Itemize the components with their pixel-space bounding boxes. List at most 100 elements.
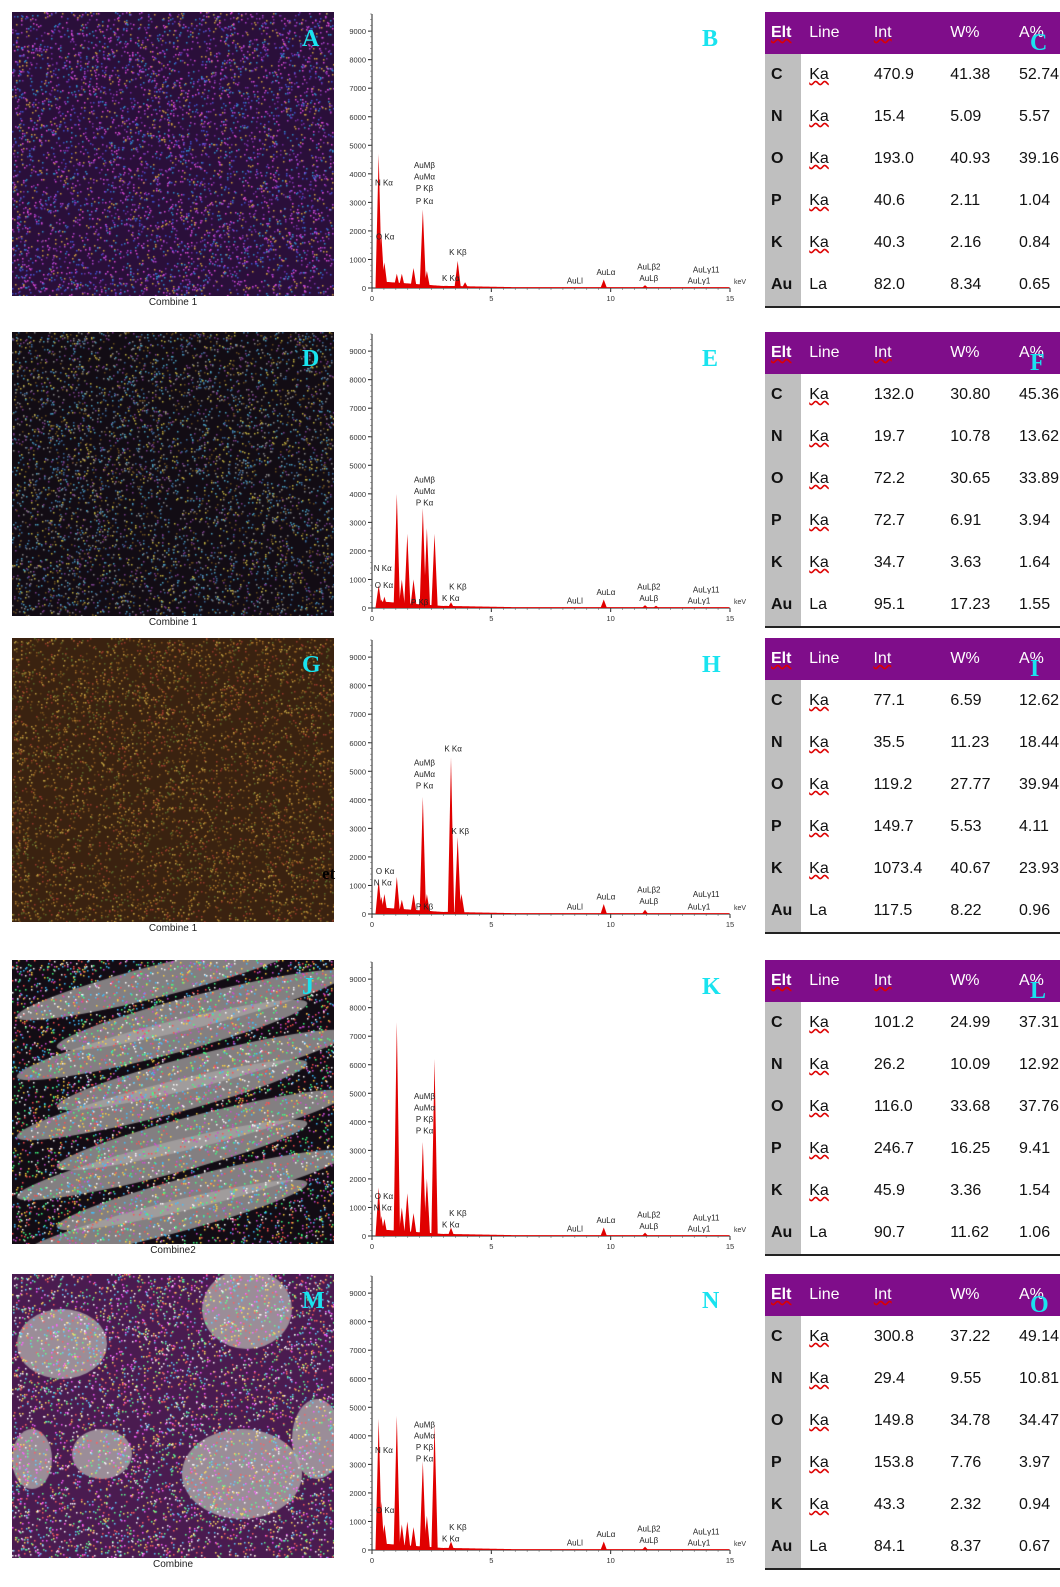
column-header: Line: [801, 12, 866, 54]
cell-text: 300.8: [873, 1328, 914, 1345]
column-header-text: Elt: [771, 344, 792, 361]
table-cell: 246.7: [866, 1128, 942, 1170]
table-cell: 49.14: [1015, 1316, 1060, 1358]
peak-label: AuMα: [414, 487, 435, 496]
table-cell: 132.0: [866, 374, 942, 416]
table-row: Au La 117.5 8.22 0.96: [765, 890, 1060, 934]
table-cell: P: [765, 180, 802, 222]
x-tick-label: 5: [489, 614, 493, 623]
y-tick-label: 9000: [349, 1289, 366, 1298]
cell-text: 6.59: [950, 692, 982, 709]
cell-text: Ka: [809, 66, 829, 83]
table-cell: 19.7: [866, 416, 942, 458]
peak-label: AuLα: [596, 1530, 615, 1539]
peak-label: AuMβ: [414, 759, 435, 768]
cell-text: 72.2: [873, 470, 905, 487]
table-cell: K: [765, 1170, 802, 1212]
spectrum-continuum: [372, 1229, 730, 1236]
table-cell: 90.7: [865, 1212, 943, 1256]
spectrum-peak: [381, 596, 388, 608]
cell-text: 27.77: [950, 776, 991, 793]
peak-label: AuLγ11: [693, 265, 720, 274]
y-tick-label: 1000: [349, 255, 366, 264]
cell-text: Ka: [809, 470, 829, 487]
column-header-text: A%: [1018, 344, 1044, 361]
quant-table: Elt Line Int W% A% C Ka 300.8 37.22 49.14 N Ka 29.4 9…: [765, 1274, 1060, 1570]
y-tick-label: 7000: [349, 84, 366, 93]
table-cell: 34.78: [942, 1400, 1015, 1442]
spectrum-continuum: [372, 601, 730, 608]
spectrum-peak: [431, 1059, 438, 1236]
cell-text: 39.94: [1018, 776, 1059, 793]
cell-text: 18.44: [1018, 734, 1059, 751]
y-tick-label: 8000: [349, 1004, 366, 1013]
table-row: C Ka 300.8 37.22 49.14: [765, 1316, 1060, 1358]
spectrum-peak: [398, 273, 406, 288]
table-cell: 1.06: [1014, 1212, 1060, 1256]
table-row: C Ka 132.0 30.80 45.36: [765, 374, 1060, 416]
column-header: A%: [1014, 332, 1060, 374]
table-cell: Au: [765, 890, 802, 934]
table-cell: Ka: [801, 1484, 866, 1526]
y-tick-label: 2000: [349, 853, 366, 862]
cell-text: Ka: [809, 1454, 829, 1471]
x-tick-label: 15: [726, 920, 734, 929]
peak-label: AuLβ: [639, 274, 658, 283]
table-cell: Ka: [801, 138, 866, 180]
table-cell: K: [765, 222, 802, 264]
table-cell: 7.76: [942, 1442, 1015, 1484]
spectrum-peak: [404, 533, 411, 608]
column-header: Int: [865, 1274, 943, 1316]
table-cell: 16.25: [942, 1128, 1015, 1170]
table-row: O Ka 119.2 27.77 39.94: [765, 764, 1060, 806]
table-cell: 45.9: [866, 1170, 942, 1212]
quant-table: Elt Line Int W% A% C Ka 101.2 24.99 37.31 N Ka 26.2 1…: [765, 960, 1060, 1256]
spectrum-peak: [393, 273, 401, 288]
table-cell: 40.6: [866, 180, 942, 222]
column-header-text: Line: [809, 650, 840, 667]
spectrum-peak: [404, 1521, 411, 1550]
table-cell: Au: [765, 1212, 802, 1256]
peak-label: P Kα: [416, 197, 434, 206]
table-cell: P: [765, 500, 802, 542]
spectrum-peak: [393, 876, 401, 914]
table-cell: 95.1: [865, 584, 943, 628]
column-header: Elt: [765, 638, 802, 680]
cell-text: 3.97: [1018, 1454, 1051, 1471]
table-cell: 2.32: [942, 1484, 1015, 1526]
peak-label: AuMα: [414, 1432, 435, 1441]
table-row: O Ka 193.0 40.93 39.16: [765, 138, 1060, 180]
table-header-row: Elt Line Int W% A%: [765, 12, 1060, 54]
table-cell: N: [765, 1044, 802, 1086]
y-tick-label: 1000: [349, 1203, 366, 1212]
table-cell: Ka: [801, 500, 866, 542]
peak-label: K Kα: [444, 744, 462, 753]
cell-text: P: [771, 192, 782, 209]
cell-text: Ka: [809, 1182, 829, 1199]
y-tick-label: 5000: [349, 141, 366, 150]
cell-text: O: [771, 1098, 784, 1115]
table-cell: 45.36: [1015, 374, 1060, 416]
cell-text: 33.68: [950, 1098, 991, 1115]
cell-text: 41.38: [950, 66, 991, 83]
column-header: W%: [942, 332, 1015, 374]
table-row: C Ka 77.1 6.59 12.62: [765, 680, 1060, 722]
table-cell: O: [765, 138, 802, 180]
panel-label: A: [302, 26, 320, 52]
panel-label: F: [1030, 350, 1045, 376]
cell-text: Ka: [809, 386, 829, 403]
cell-text: 23.93: [1018, 860, 1059, 877]
column-header-text: Line: [809, 344, 840, 361]
map-caption: Combine2: [150, 1245, 196, 1256]
cell-text: 30.80: [950, 386, 991, 403]
x-tick-label: 0: [370, 1556, 374, 1565]
panel-label: C: [1030, 30, 1048, 56]
y-tick-label: 0: [362, 604, 366, 613]
peak-label: N Kα: [374, 878, 392, 887]
cell-text: 2.11: [950, 192, 981, 209]
x-tick-label: 5: [489, 1556, 493, 1565]
stray-text: et: [322, 864, 336, 883]
x-tick-label: 10: [606, 1242, 614, 1251]
y-tick-label: 2000: [349, 547, 366, 556]
table-cell: 117.5: [865, 890, 943, 934]
